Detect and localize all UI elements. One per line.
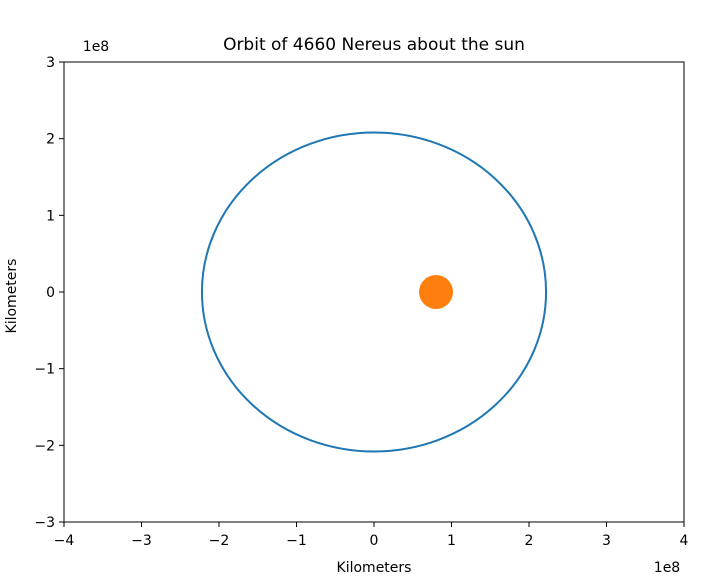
axes-frame bbox=[63, 61, 685, 523]
x-tick-label: −4 bbox=[54, 533, 75, 549]
x-tick-label: −1 bbox=[286, 533, 307, 549]
x-tick-label: 2 bbox=[525, 533, 534, 549]
x-offset-label: 1e8 bbox=[654, 560, 680, 576]
x-axis-label: Kilometers bbox=[337, 560, 412, 576]
x-tick-label: 3 bbox=[602, 533, 611, 549]
sun-marker bbox=[419, 275, 453, 309]
y-tick-label: −1 bbox=[34, 362, 55, 378]
y-tick-label: 1 bbox=[46, 208, 55, 224]
y-tick-label: 0 bbox=[46, 285, 55, 301]
y-tick-label: −3 bbox=[34, 515, 55, 531]
y-axis-label: Kilometers bbox=[4, 259, 20, 334]
x-tick-label: 4 bbox=[680, 533, 689, 549]
orbit-ellipse bbox=[200, 131, 548, 453]
y-tick-label: −2 bbox=[34, 438, 55, 454]
x-tick-label: 1 bbox=[447, 533, 456, 549]
y-offset-label: 1e8 bbox=[83, 39, 109, 55]
x-tick-label: 0 bbox=[370, 533, 379, 549]
y-tick-label: 2 bbox=[46, 132, 55, 148]
chart-title: Orbit of 4660 Nereus about the sun bbox=[223, 35, 525, 55]
x-tick-label: −3 bbox=[131, 533, 152, 549]
y-tick-label: 3 bbox=[46, 55, 55, 71]
x-tick-label: −2 bbox=[209, 533, 230, 549]
